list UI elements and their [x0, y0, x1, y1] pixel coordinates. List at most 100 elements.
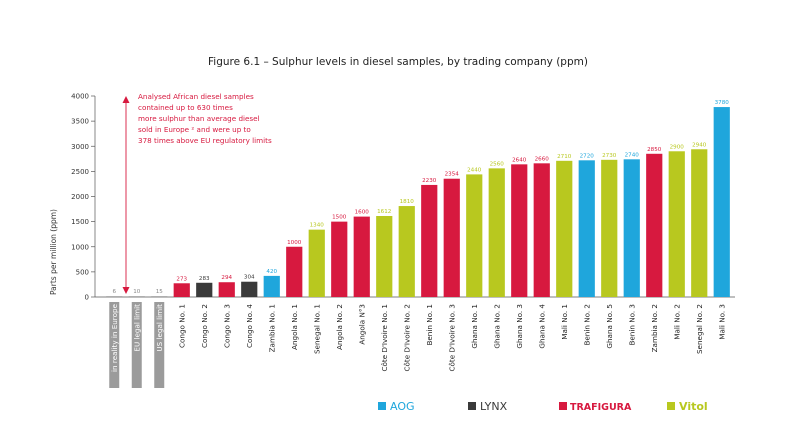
y-tick-label: 500: [76, 268, 89, 276]
bar: [308, 229, 325, 297]
category-label: Zambia No. 1: [267, 304, 276, 352]
bar: [466, 174, 483, 297]
annotation-arrow-bottom: [122, 287, 130, 294]
legend: AOG LYNX TRAFIGURA Vitol: [378, 400, 708, 413]
category-label: Senegal No. 1: [312, 304, 321, 354]
y-tick-label: 4000: [71, 93, 89, 101]
data-label: 2900: [670, 144, 685, 150]
bar: [331, 221, 348, 298]
data-label: 3780: [715, 100, 730, 106]
category-label: Angola No. 1: [290, 304, 299, 350]
annotation-line-4: sold in Europe ² and were up to: [138, 125, 251, 134]
bar: [556, 160, 573, 297]
annotation-line-2: contained up to 630 times: [138, 103, 233, 112]
data-label: 2440: [467, 167, 482, 173]
bar: [533, 163, 550, 297]
bar: [601, 159, 618, 297]
data-label: 420: [266, 269, 277, 275]
category-label: Angola No. 2: [335, 304, 344, 350]
category-label: Angola N°3: [357, 304, 366, 345]
data-labels-group: 6 10 15 273 283 294 304 420 1000 1340 1500 1600 1612…: [112, 100, 729, 295]
legend-item-vitol: Vitol: [667, 400, 708, 413]
legend-item-aog: AOG: [378, 400, 415, 413]
data-label: 1000: [287, 240, 302, 246]
data-label: 2850: [647, 147, 662, 153]
y-axis-label: Parts per million (ppm): [49, 209, 58, 295]
data-label: 2560: [490, 161, 505, 167]
data-label: 2640: [512, 157, 527, 163]
data-label: 1600: [355, 210, 370, 216]
annotation: Analysed African diesel samples containe…: [122, 92, 272, 294]
legend-swatch-aog: [378, 402, 386, 410]
category-label: Ghana No. 2: [492, 304, 501, 349]
bar: [241, 281, 258, 297]
bar: [151, 296, 168, 297]
data-label: 294: [221, 275, 232, 281]
data-label: 2660: [535, 156, 550, 162]
bars-group: [106, 107, 730, 298]
category-label: Côte D'Ivoire No. 3: [447, 304, 456, 372]
bar: [668, 151, 685, 297]
bar: [623, 159, 640, 297]
bar: [128, 296, 145, 297]
legend-swatch-vitol: [667, 402, 675, 410]
category-label: Congo No. 2: [200, 304, 209, 348]
bar: [286, 246, 303, 297]
category-label: in reality in Europe: [110, 303, 119, 372]
category-label: Congo No. 1: [177, 304, 186, 348]
data-label: 2710: [557, 154, 572, 160]
category-label: Ghana No. 4: [537, 304, 546, 349]
category-label-bg: [109, 302, 120, 388]
annotation-arrow-top: [122, 96, 130, 103]
bar: [398, 206, 415, 297]
category-label-bg: [131, 302, 142, 388]
y-tick-label: 1500: [71, 218, 89, 226]
bar: [488, 168, 505, 297]
legend-label-lynx: LYNX: [480, 400, 508, 413]
bar: [263, 275, 280, 297]
category-label-bg: [154, 302, 165, 388]
data-label: 10: [133, 289, 141, 295]
bar: [713, 107, 730, 297]
legend-item-lynx: LYNX: [468, 400, 508, 413]
category-label: Zambia No. 2: [650, 304, 659, 352]
category-label: Mali No. 2: [672, 304, 681, 340]
bar: [646, 153, 663, 297]
category-label: Mali No. 3: [717, 304, 726, 340]
annotation-line-1: Analysed African diesel samples: [138, 92, 254, 101]
category-label: Benin No. 2: [582, 304, 591, 346]
legend-swatch-trafigura: [559, 402, 567, 410]
legend-swatch-lynx: [468, 402, 476, 410]
category-label: Benin No. 1: [425, 304, 434, 346]
bar: [173, 283, 190, 297]
data-label: 2720: [580, 153, 595, 159]
annotation-line-5: 378 times above EU regulatory limits: [138, 136, 272, 145]
bar: [106, 296, 123, 297]
legend-label-vitol: Vitol: [679, 400, 708, 413]
category-label: Congo No. 4: [245, 304, 254, 348]
y-tick-label: 3500: [71, 118, 89, 126]
data-label: 2730: [602, 153, 617, 159]
legend-item-trafigura: TRAFIGURA: [559, 402, 632, 413]
category-labels-group: in reality in Europe EU legal limit US leg…: [109, 302, 726, 388]
legend-label-aog: AOG: [390, 400, 415, 413]
bar: [353, 216, 370, 297]
category-label: Congo No. 3: [222, 304, 231, 348]
data-label: 1612: [377, 209, 391, 215]
data-label: 1810: [400, 199, 415, 205]
data-label: 304: [244, 275, 255, 281]
category-label: Senegal No. 2: [695, 304, 704, 354]
data-label: 2354: [445, 172, 460, 178]
category-label: Ghana No. 3: [515, 304, 524, 349]
category-label: EU legal limit: [132, 304, 141, 352]
legend-label-trafigura: TRAFIGURA: [570, 402, 632, 413]
data-label: 6: [112, 289, 116, 295]
bar: [511, 164, 528, 297]
bar: [196, 282, 213, 297]
data-label: 1340: [310, 223, 325, 229]
data-label: 1500: [332, 215, 347, 221]
category-label: Ghana No. 5: [605, 304, 614, 349]
category-label: Côte D'Ivoire No. 2: [402, 304, 411, 372]
data-label: 273: [176, 276, 187, 282]
